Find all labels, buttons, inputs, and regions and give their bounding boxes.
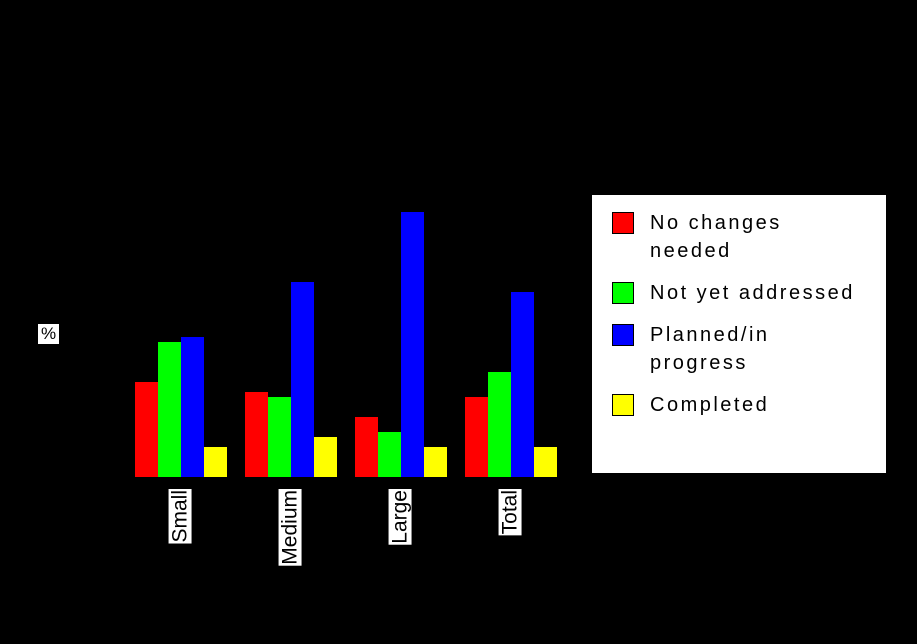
- legend-swatch: [612, 212, 634, 234]
- bar: [204, 447, 227, 477]
- legend-item: Not yet addressed: [612, 279, 886, 307]
- bar: [181, 337, 204, 477]
- legend-swatch: [612, 394, 634, 416]
- bar: [291, 282, 314, 477]
- legend-item: Planned/in progress: [612, 321, 886, 377]
- legend-swatch: [612, 324, 634, 346]
- legend-item: Completed: [612, 391, 886, 419]
- y-axis-label: %: [38, 324, 60, 344]
- x-tick-label: Total: [499, 490, 522, 534]
- bar: [314, 437, 337, 477]
- bar: [488, 372, 511, 477]
- bar: [511, 292, 534, 477]
- bar: [135, 382, 158, 477]
- bar: [355, 417, 378, 477]
- bar: [424, 447, 447, 477]
- x-tick-label: Medium: [279, 490, 302, 565]
- bar: [378, 432, 401, 477]
- legend-label: Planned/in progress: [650, 324, 770, 374]
- x-tick-label-background: [498, 489, 522, 536]
- x-tick-label: Large: [389, 490, 412, 544]
- bar: [401, 212, 424, 477]
- legend-label: No changes needed: [650, 212, 782, 262]
- x-tick-label: Small: [169, 490, 192, 543]
- x-tick-label-background: [168, 489, 192, 544]
- x-tick-label-background: [278, 489, 302, 566]
- bar: [534, 447, 557, 477]
- bar: [465, 397, 488, 477]
- bar: [268, 397, 291, 477]
- legend-label: Not yet addressed: [650, 282, 855, 304]
- legend-label: Completed: [650, 394, 770, 416]
- legend-swatch: [612, 282, 634, 304]
- x-tick-label-background: [388, 489, 412, 545]
- bar: [158, 342, 181, 477]
- legend: No changes needed Not yet addressed Planne…: [592, 195, 886, 473]
- legend-item: No changes needed: [612, 209, 886, 265]
- bar: [245, 392, 268, 477]
